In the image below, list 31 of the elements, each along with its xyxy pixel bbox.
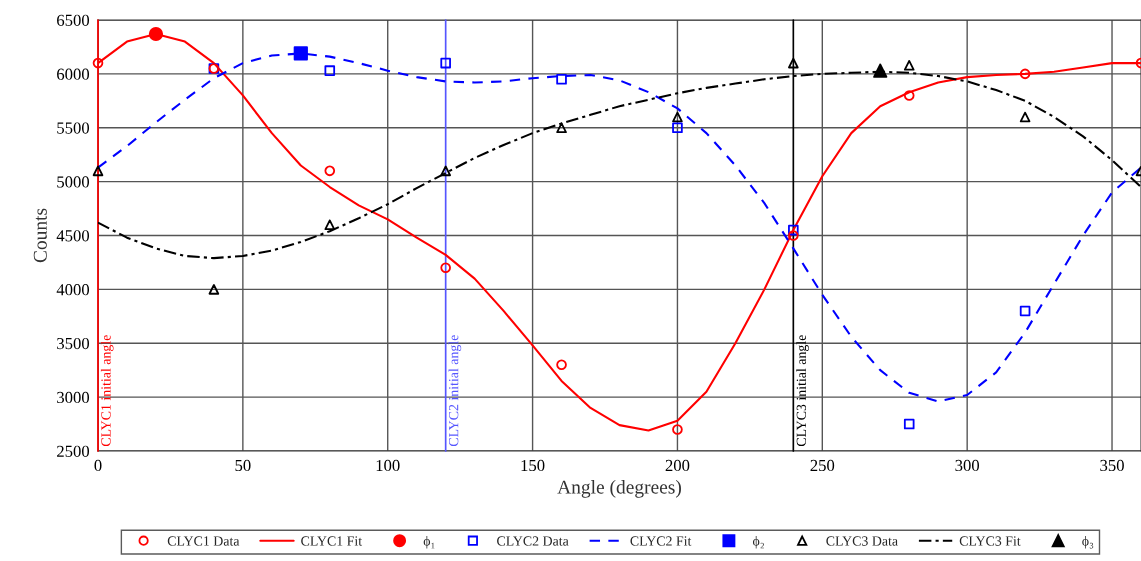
ref-line-label: CLYC3 initial angle	[796, 335, 809, 447]
legend-label: CLYC3 Data	[826, 536, 898, 546]
legend-label: CLYC1 Data	[167, 536, 240, 546]
y-tick-label: 6000	[57, 68, 90, 80]
legend-label: CLYC2 Data	[497, 536, 569, 546]
legend-label: CLYC1 Fit	[301, 536, 363, 546]
y-tick-label: 3000	[57, 391, 90, 404]
x-tick-label: 200	[665, 459, 690, 472]
ref-line-label: CLYC2 initial angle	[448, 335, 462, 447]
x-tick-label: 50	[235, 459, 251, 472]
y-tick-label: 4000	[56, 284, 90, 296]
y-axis-title: Counts	[33, 208, 47, 263]
y-tick-label: 4500	[56, 230, 90, 242]
y-tick-label: 5500	[57, 122, 90, 134]
x-tick-label: 250	[810, 459, 835, 472]
legend-label: ϕ₂	[752, 535, 764, 549]
x-tick-label: 350	[1100, 459, 1124, 472]
y-tick-label: 2500	[57, 445, 90, 457]
legend-label: ϕ₁	[423, 535, 435, 549]
y-tick-label: 5000	[57, 176, 90, 188]
y-tick-label: 3500	[57, 337, 90, 350]
x-tick-label: 150	[521, 459, 545, 472]
x-tick-label: 300	[955, 459, 980, 472]
legend-label: ϕ₃	[1082, 535, 1094, 549]
legend-label: CLYC3 Fit	[959, 536, 1021, 546]
x-tick-label: 100	[376, 459, 400, 472]
x-tick-label: 0	[94, 459, 102, 472]
ref-line-label: CLYC1 initial angle	[100, 335, 114, 447]
y-tick-label: 6500	[57, 14, 90, 26]
x-axis-title: Angle (degrees)	[557, 480, 681, 498]
legend-label: CLYC2 Fit	[630, 536, 692, 546]
